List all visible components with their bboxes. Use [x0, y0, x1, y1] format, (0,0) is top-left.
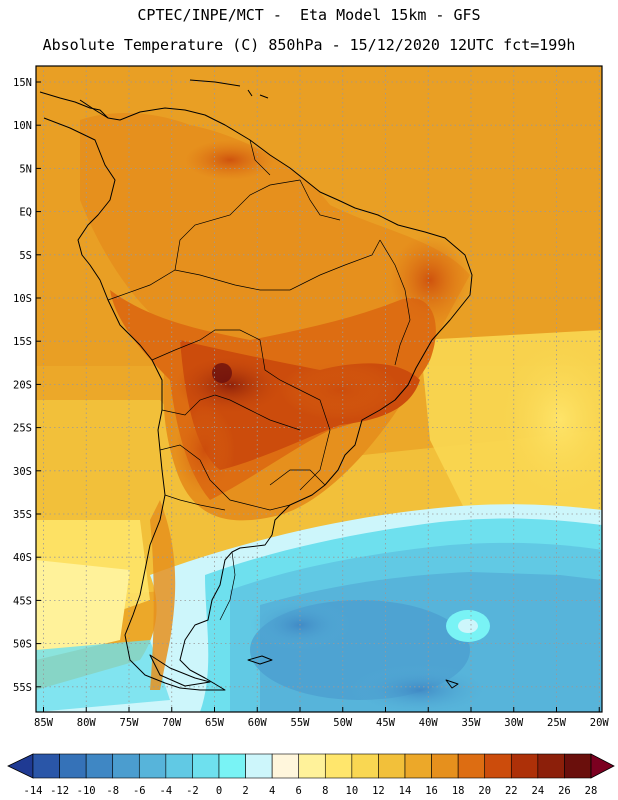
colorbar-box: [218, 753, 246, 779]
lat-label: 15N: [13, 77, 32, 89]
colorbar-tick-label: 2: [242, 785, 248, 797]
colorbar-box: [138, 753, 167, 779]
lon-label: 75W: [120, 717, 140, 729]
colorbar-box: [165, 753, 193, 779]
colorbar-tick-label: 18: [452, 785, 465, 797]
colorbar-tick-label: -12: [50, 785, 69, 797]
tierra-del-fuego: [149, 654, 211, 687]
lat-label: 30S: [13, 466, 32, 478]
lat-label: 20S: [13, 379, 32, 391]
country-borders: [107, 139, 411, 621]
colorbar-tick-label: 28: [585, 785, 598, 797]
lon-label: 30W: [504, 717, 524, 729]
colorbar-tick-label: 14: [399, 785, 412, 797]
lon-label: 20W: [590, 717, 610, 729]
longitude-axis-labels: 85W 80W 75W 70W 65W 60W 55W 50W 45W 40W 35W 30W 25W 2…: [34, 707, 609, 729]
lat-label: 45S: [13, 595, 32, 607]
colorbar-tick-label: -8: [106, 785, 119, 797]
chart-title-line-2: Absolute Temperature (C) 850hPa - 15/12/…: [42, 36, 576, 54]
colorbar-tick-label: -6: [133, 785, 146, 797]
map-frame: [35, 65, 603, 713]
colorbar-box: [564, 753, 592, 779]
colorbar-box: [59, 753, 87, 779]
colorbar-box: [484, 753, 512, 779]
colorbar-box: [32, 753, 60, 779]
lon-label: 55W: [291, 717, 311, 729]
central-america-coastline: [39, 91, 109, 119]
colorbar-tick-label: 26: [558, 785, 571, 797]
colorbar-tick-label: -2: [186, 785, 199, 797]
colorbar-tick-label: 24: [532, 785, 545, 797]
colorbar-tick-label: 22: [505, 785, 518, 797]
lat-label: 40S: [13, 552, 32, 564]
colorbar-box: [324, 753, 353, 779]
colorbar-tick-label: 20: [478, 785, 491, 797]
lon-label: 70W: [162, 717, 182, 729]
lat-label: 10N: [13, 120, 32, 132]
lat-label: 50S: [13, 639, 32, 651]
latitude-axis-labels: 15N 10N 5N EQ 5S 10S 15S 20S 25S 30S 35S 40S 45S 50S 5…: [13, 77, 41, 694]
colorbar-tick-label: 8: [322, 785, 328, 797]
lat-label: EQ: [19, 207, 32, 219]
colorbar: [7, 753, 615, 779]
lon-label: 25W: [547, 717, 567, 729]
colorbar-tick-label: -4: [160, 785, 173, 797]
colorbar-box: [378, 753, 406, 779]
lat-label: 5S: [19, 250, 32, 262]
colorbar-box: [510, 753, 539, 779]
lat-label: 10S: [13, 293, 32, 305]
colorbar-box: [537, 753, 565, 779]
lat-label: 15S: [13, 336, 32, 348]
colorbar-tick-label: -14: [24, 785, 43, 797]
colorbar-box: [245, 753, 273, 779]
colorbar-tick-label: 6: [296, 785, 302, 797]
colorbar-tick-label: 0: [216, 785, 222, 797]
colorbar-high-arrow: [590, 753, 615, 779]
chart-title-line-1: CPTEC/INPE/MCT - Eta Model 15km - GFS: [137, 6, 481, 24]
colorbar-tick-label: 4: [269, 785, 275, 797]
colorbar-low-arrow: [7, 753, 34, 779]
lon-label: 85W: [34, 717, 54, 729]
colorbar-tick-label: 12: [372, 785, 385, 797]
lon-label: 45W: [376, 717, 396, 729]
lon-label: 60W: [248, 717, 268, 729]
colorbar-box: [457, 753, 486, 779]
colorbar-tick-label: -10: [77, 785, 96, 797]
colorbar-box: [404, 753, 432, 779]
temperature-field: [36, 66, 602, 712]
south-america-coastline: [43, 99, 473, 691]
colorbar-box: [271, 753, 300, 779]
colorbar-tick-label: 10: [346, 785, 359, 797]
colorbar-box: [112, 753, 140, 779]
lon-label: 65W: [205, 717, 225, 729]
lon-label: 80W: [77, 717, 97, 729]
lon-label: 50W: [333, 717, 353, 729]
colorbar-box: [85, 753, 114, 779]
lat-label: 35S: [13, 509, 32, 521]
coastlines: [39, 79, 473, 691]
lon-label: 35W: [462, 717, 482, 729]
falkland-islands: [247, 655, 273, 665]
lat-label: 25S: [13, 423, 32, 435]
south-georgia: [445, 679, 459, 689]
colorbar-box: [298, 753, 326, 779]
caribbean-islands: [189, 79, 269, 99]
colorbar-box: [431, 753, 459, 779]
colorbar-box: [351, 753, 379, 779]
lon-label: 40W: [419, 717, 439, 729]
lat-label: 5N: [19, 163, 32, 175]
colorbar-tick-labels: -14 -12 -10 -8 -6 -4 -2 0 2 4 6 8 10 12 14 16 18 20 22 24 26…: [24, 785, 598, 797]
lat-label: 55S: [13, 682, 32, 694]
colorbar-box: [192, 753, 220, 779]
colorbar-tick-label: 16: [425, 785, 438, 797]
